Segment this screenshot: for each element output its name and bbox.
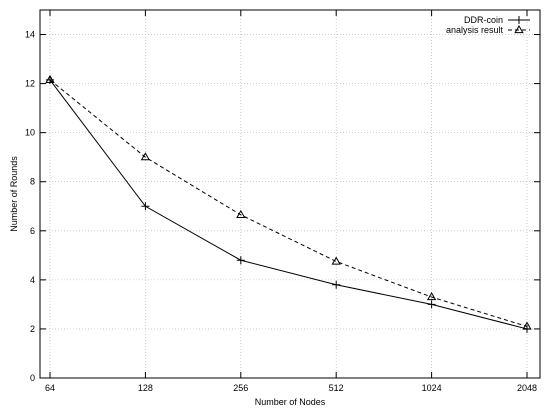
y-tick-label: 4 bbox=[30, 275, 35, 285]
x-tick-label: 256 bbox=[233, 383, 248, 393]
x-axis-title: Number of Nodes bbox=[255, 397, 326, 407]
triangle-marker bbox=[514, 24, 524, 34]
plus-marker bbox=[141, 202, 150, 211]
triangle-marker bbox=[140, 152, 151, 161]
plus-marker bbox=[427, 300, 436, 309]
series-analysis-result bbox=[45, 74, 532, 330]
y-tick-label: 8 bbox=[30, 177, 35, 187]
axis-ticks: 0 2 4 6 8 10 12 14 64 128 256 512 1024 2048 bbox=[25, 10, 540, 393]
grid-lines bbox=[40, 10, 540, 378]
y-tick-label: 12 bbox=[25, 79, 35, 89]
y-tick-label: 0 bbox=[30, 373, 35, 383]
series-line bbox=[49, 79, 528, 330]
y-tick-label: 6 bbox=[30, 226, 35, 236]
triangle-marker bbox=[522, 321, 532, 330]
y-axis-title: Number of Rounds bbox=[9, 156, 19, 232]
plot-frame bbox=[39, 9, 541, 379]
series-line bbox=[49, 79, 528, 327]
triangle-marker bbox=[236, 209, 246, 218]
triangle-marker bbox=[426, 292, 437, 301]
plus-marker bbox=[515, 16, 523, 24]
y-tick-label: 2 bbox=[30, 324, 35, 334]
y-tick-label: 10 bbox=[25, 128, 35, 138]
data-series bbox=[45, 74, 532, 333]
plus-marker bbox=[332, 280, 341, 289]
x-tick-label: 1024 bbox=[422, 383, 442, 393]
x-tick-label: 64 bbox=[45, 383, 55, 393]
plus-marker bbox=[236, 256, 245, 265]
legend-label: DDR-coin bbox=[464, 15, 503, 25]
x-tick-label: 128 bbox=[138, 383, 153, 393]
x-tick-label: 2048 bbox=[517, 383, 537, 393]
triangle-marker bbox=[45, 74, 55, 84]
x-tick-label: 512 bbox=[329, 383, 344, 393]
y-tick-label: 14 bbox=[25, 30, 35, 40]
legend-label: analysis result bbox=[446, 25, 504, 35]
triangle-marker bbox=[331, 256, 341, 265]
